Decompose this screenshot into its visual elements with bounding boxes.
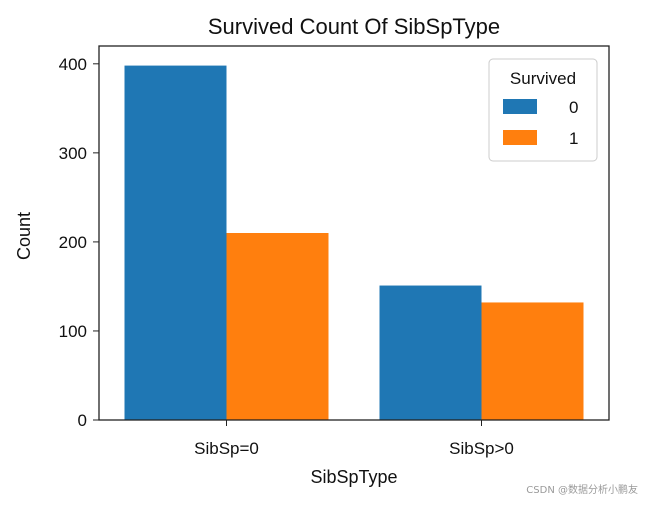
plot-area: SibSp=0 SibSp>0 0 100 200 300 400 Survived 0 1 <box>59 45 610 458</box>
bar-SibSp=0-survived-1 <box>226 233 329 420</box>
legend-title: Survived <box>510 69 576 88</box>
legend-swatch-1 <box>503 130 537 145</box>
bar-SibSp>0-survived-0 <box>379 285 482 420</box>
y-axis-label: Count <box>14 212 34 260</box>
y-tick-label: 200 <box>59 233 87 252</box>
y-tick-label: 100 <box>59 322 87 341</box>
x-tick-label: SibSp=0 <box>194 439 259 458</box>
x-tick-label: SibSp>0 <box>449 439 514 458</box>
x-axis-label: SibSpType <box>310 467 397 487</box>
legend-label-0: 0 <box>569 98 578 117</box>
y-tick-label: 0 <box>78 411 87 430</box>
y-tick-label: 300 <box>59 144 87 163</box>
legend-label-1: 1 <box>569 129 578 148</box>
legend-swatch-0 <box>503 99 537 114</box>
legend: Survived 0 1 <box>488 58 598 162</box>
watermark-text: CSDN @数据分析小鹏友 <box>526 485 638 496</box>
bar-SibSp>0-survived-1 <box>481 302 584 420</box>
chart-title: Survived Count Of SibSpType <box>208 14 500 39</box>
axes-frame <box>98 45 610 421</box>
y-tick-label: 400 <box>59 55 87 74</box>
bar-SibSp=0-survived-0 <box>124 65 227 420</box>
